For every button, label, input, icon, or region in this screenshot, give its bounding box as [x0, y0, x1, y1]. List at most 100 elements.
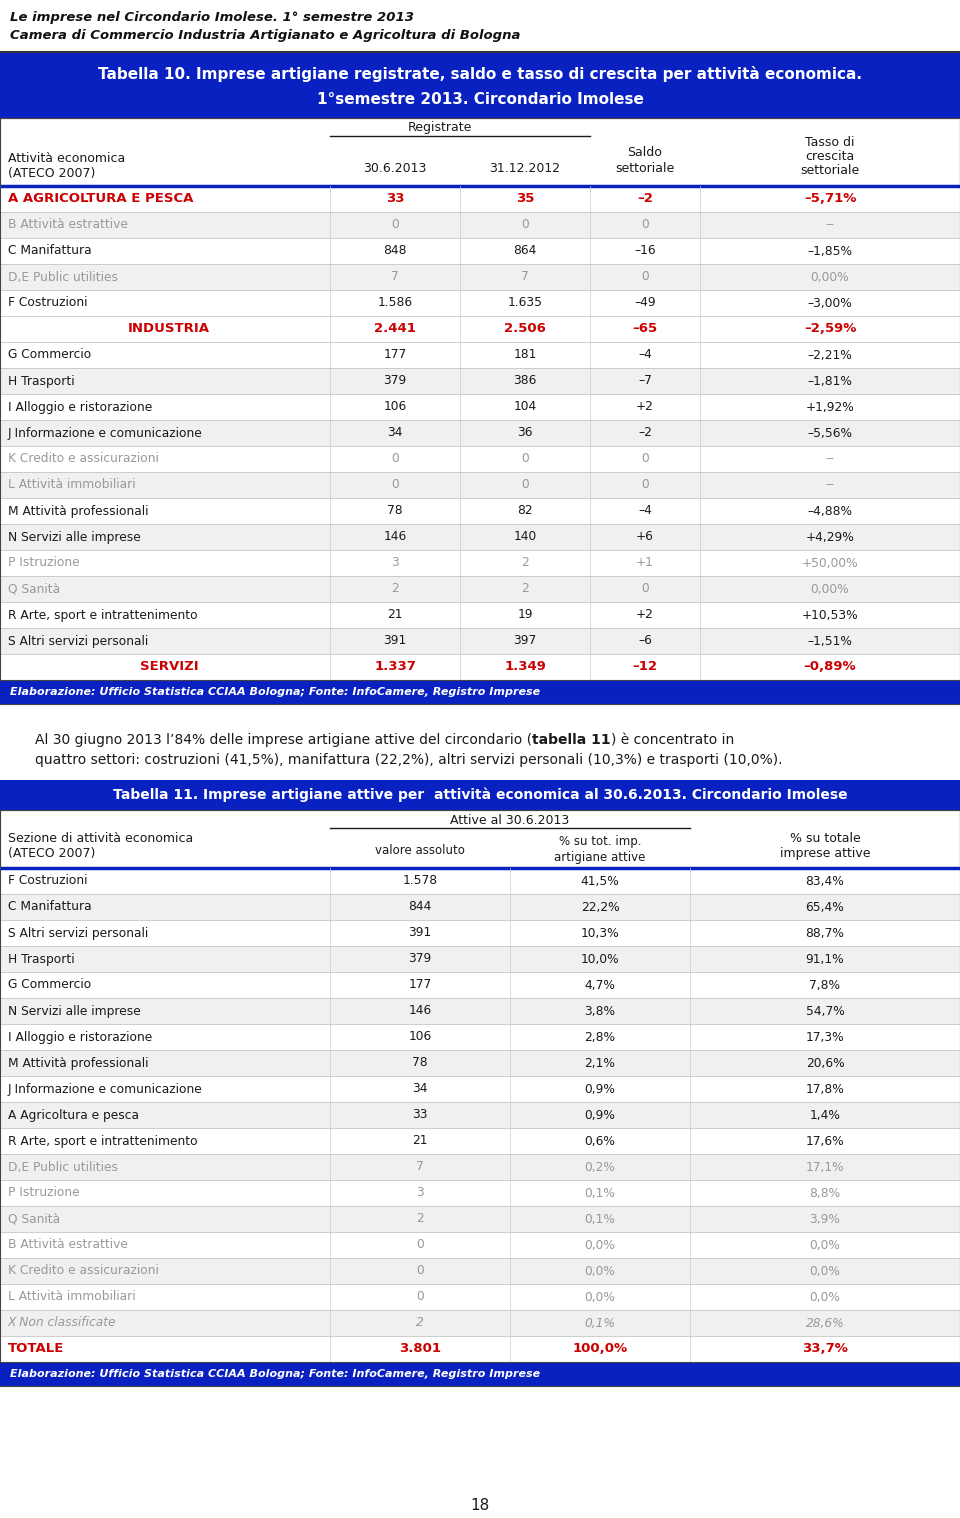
Text: F Costruzioni: F Costruzioni [8, 296, 87, 310]
Text: imprese attive: imprese attive [780, 847, 871, 861]
Text: –4: –4 [638, 504, 652, 518]
Text: Camera di Commercio Industria Artigianato e Agricoltura di Bologna: Camera di Commercio Industria Artigianat… [10, 29, 520, 43]
Text: Attive al 30.6.2013: Attive al 30.6.2013 [450, 814, 569, 826]
Text: 83,4%: 83,4% [805, 874, 845, 888]
Text: 848: 848 [383, 244, 407, 258]
Text: 2.506: 2.506 [504, 322, 546, 335]
Bar [0, 1102, 960, 1128]
Text: 0: 0 [641, 583, 649, 595]
Text: 4,7%: 4,7% [585, 979, 615, 991]
Text: 0,9%: 0,9% [585, 1108, 615, 1122]
Text: –2,21%: –2,21% [807, 349, 852, 361]
Text: 379: 379 [383, 375, 407, 387]
Text: +50,00%: +50,00% [802, 557, 858, 569]
Text: 397: 397 [514, 635, 537, 648]
Text: Q Sanità: Q Sanità [8, 1213, 60, 1225]
Text: B Attività estrattive: B Attività estrattive [8, 1239, 128, 1251]
Text: 41,5%: 41,5% [581, 874, 619, 888]
Text: 0: 0 [391, 452, 398, 466]
Text: C Manifattura: C Manifattura [8, 900, 91, 914]
Text: F Costruzioni: F Costruzioni [8, 874, 87, 888]
Text: B Attività estrattive: B Attività estrattive [8, 219, 128, 232]
Text: D,E Public utilities: D,E Public utilities [8, 270, 118, 284]
Bar [0, 118, 960, 187]
Text: 1.586: 1.586 [377, 296, 413, 310]
Text: J Informazione e comunicazione: J Informazione e comunicazione [8, 1082, 203, 1096]
Text: –1,51%: –1,51% [807, 635, 852, 648]
Text: P Istruzione: P Istruzione [8, 1187, 80, 1199]
Bar [0, 946, 960, 972]
Text: N Servizi alle imprese: N Servizi alle imprese [8, 530, 141, 543]
Bar [0, 316, 960, 342]
Text: 35: 35 [516, 193, 534, 205]
Text: 17,3%: 17,3% [805, 1031, 844, 1043]
Text: 3.801: 3.801 [399, 1342, 441, 1356]
Text: 2: 2 [521, 557, 529, 569]
Text: 0: 0 [521, 478, 529, 492]
Text: artigiane attive: artigiane attive [554, 850, 646, 864]
Bar [0, 1362, 960, 1386]
Text: % su totale: % su totale [790, 832, 860, 844]
Text: quattro settori: costruzioni (41,5%), manifattura (22,2%), altri servizi persona: quattro settori: costruzioni (41,5%), ma… [35, 753, 782, 767]
Text: 0: 0 [641, 478, 649, 492]
Text: N Servizi alle imprese: N Servizi alle imprese [8, 1005, 141, 1017]
Bar [0, 498, 960, 524]
Text: 0,0%: 0,0% [585, 1264, 615, 1278]
Text: –7: –7 [638, 375, 652, 387]
Text: 21: 21 [387, 609, 403, 621]
Text: 0,0%: 0,0% [809, 1290, 840, 1304]
Text: –65: –65 [633, 322, 658, 335]
Bar [0, 264, 960, 290]
Text: 17,1%: 17,1% [805, 1160, 844, 1173]
Text: S Altri servizi personali: S Altri servizi personali [8, 635, 148, 648]
Text: G Commercio: G Commercio [8, 349, 91, 361]
Text: 17,6%: 17,6% [805, 1134, 844, 1148]
Text: 33: 33 [386, 193, 404, 205]
Text: –16: –16 [635, 244, 656, 258]
Text: 1.337: 1.337 [374, 660, 416, 674]
Text: 1.578: 1.578 [402, 874, 438, 888]
Text: Tasso di: Tasso di [805, 135, 854, 149]
Bar [0, 603, 960, 628]
Bar [0, 420, 960, 446]
Text: –49: –49 [635, 296, 656, 310]
Text: I Alloggio e ristorazione: I Alloggio e ristorazione [8, 401, 153, 413]
Text: 54,7%: 54,7% [805, 1005, 845, 1017]
Text: 28,6%: 28,6% [805, 1316, 845, 1330]
Text: +4,29%: +4,29% [805, 530, 854, 543]
Bar [0, 680, 960, 704]
Text: 7: 7 [416, 1160, 424, 1173]
Text: settoriale: settoriale [801, 164, 859, 176]
Text: 0,0%: 0,0% [585, 1290, 615, 1304]
Text: 177: 177 [408, 979, 432, 991]
Text: 0: 0 [416, 1264, 424, 1278]
Text: 3,8%: 3,8% [585, 1005, 615, 1017]
Text: 0,1%: 0,1% [585, 1213, 615, 1225]
Text: –2: –2 [637, 193, 653, 205]
Text: 78: 78 [387, 504, 403, 518]
Text: 18: 18 [470, 1498, 490, 1513]
Text: M Attività professionali: M Attività professionali [8, 504, 149, 518]
Bar [0, 1179, 960, 1205]
Text: --: -- [826, 478, 834, 492]
Text: Registrate: Registrate [408, 121, 472, 135]
Bar [0, 52, 960, 118]
Bar [0, 1205, 960, 1233]
Bar [0, 238, 960, 264]
Text: 3: 3 [391, 557, 398, 569]
Text: 391: 391 [408, 926, 432, 940]
Bar [0, 524, 960, 550]
Text: K Credito e assicurazioni: K Credito e assicurazioni [8, 452, 158, 466]
Text: M Attività professionali: M Attività professionali [8, 1057, 149, 1070]
Bar [0, 654, 960, 680]
Bar [0, 1154, 960, 1179]
Bar [0, 290, 960, 316]
Text: 100,0%: 100,0% [572, 1342, 628, 1356]
Text: TOTALE: TOTALE [8, 1342, 64, 1356]
Text: 0: 0 [391, 219, 398, 232]
Text: 10,3%: 10,3% [581, 926, 619, 940]
Text: settoriale: settoriale [615, 162, 675, 176]
Text: 0,2%: 0,2% [585, 1160, 615, 1173]
Text: 0,6%: 0,6% [585, 1134, 615, 1148]
Text: 2: 2 [416, 1316, 424, 1330]
